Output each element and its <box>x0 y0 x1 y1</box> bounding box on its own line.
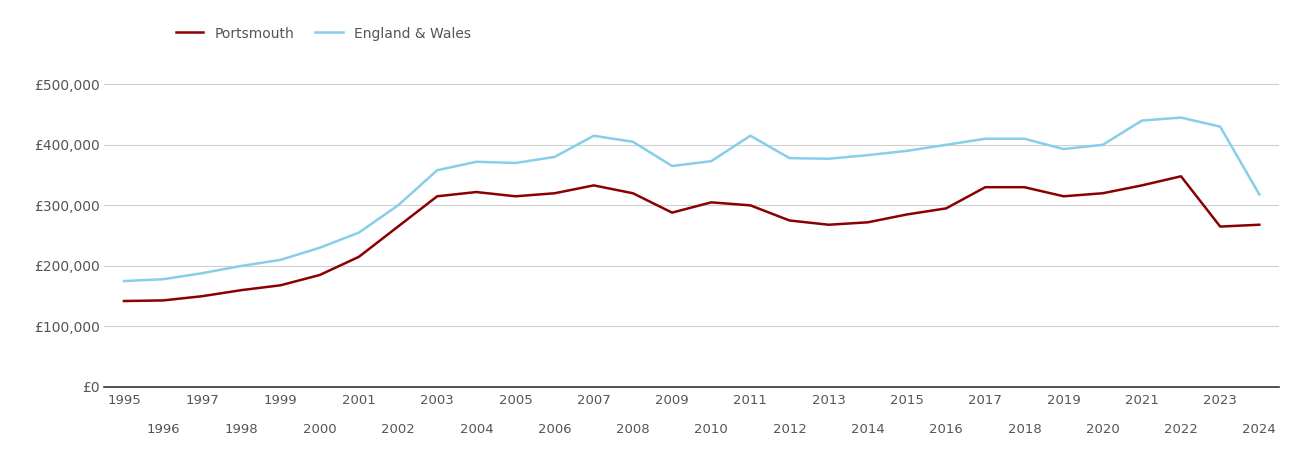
Portsmouth <box>155 298 171 303</box>
Portsmouth <box>1095 190 1111 196</box>
England & Wales <box>1056 146 1071 152</box>
Portsmouth <box>664 210 680 216</box>
England & Wales <box>938 142 954 148</box>
Text: 2020: 2020 <box>1086 423 1120 436</box>
Portsmouth <box>1173 174 1189 179</box>
Portsmouth <box>547 190 562 196</box>
Portsmouth <box>194 293 210 299</box>
Portsmouth <box>273 283 288 288</box>
Portsmouth <box>312 272 328 278</box>
Portsmouth <box>586 183 602 188</box>
Line: England & Wales: England & Wales <box>124 117 1259 281</box>
Portsmouth <box>1212 224 1228 229</box>
England & Wales <box>429 167 445 173</box>
Legend: Portsmouth, England & Wales: Portsmouth, England & Wales <box>170 21 476 46</box>
Portsmouth <box>1251 222 1267 227</box>
England & Wales <box>468 159 484 164</box>
England & Wales <box>547 154 562 160</box>
England & Wales <box>625 139 641 144</box>
England & Wales <box>977 136 993 141</box>
England & Wales <box>351 230 367 235</box>
England & Wales <box>508 160 523 166</box>
Text: 1998: 1998 <box>224 423 258 436</box>
Portsmouth <box>821 222 837 227</box>
Portsmouth <box>977 184 993 190</box>
Portsmouth <box>703 200 719 205</box>
Portsmouth <box>625 190 641 196</box>
Text: 2016: 2016 <box>929 423 963 436</box>
England & Wales <box>586 133 602 139</box>
England & Wales <box>312 245 328 251</box>
Text: 2022: 2022 <box>1164 423 1198 436</box>
Portsmouth <box>782 218 797 223</box>
England & Wales <box>1017 136 1032 141</box>
England & Wales <box>273 257 288 262</box>
England & Wales <box>390 202 406 208</box>
Portsmouth <box>351 254 367 260</box>
England & Wales <box>155 277 171 282</box>
Text: 2010: 2010 <box>694 423 728 436</box>
England & Wales <box>821 156 837 162</box>
England & Wales <box>860 153 876 158</box>
Text: 2018: 2018 <box>1007 423 1041 436</box>
England & Wales <box>664 163 680 169</box>
England & Wales <box>1095 142 1111 148</box>
England & Wales <box>1134 118 1150 123</box>
England & Wales <box>116 279 132 284</box>
England & Wales <box>1251 192 1267 197</box>
Portsmouth <box>899 212 915 217</box>
England & Wales <box>743 133 758 139</box>
Text: 2008: 2008 <box>616 423 650 436</box>
Portsmouth <box>938 206 954 211</box>
Portsmouth <box>234 288 249 293</box>
Portsmouth <box>1134 183 1150 188</box>
Portsmouth <box>1017 184 1032 190</box>
Line: Portsmouth: Portsmouth <box>124 176 1259 301</box>
England & Wales <box>234 263 249 269</box>
England & Wales <box>1212 124 1228 129</box>
England & Wales <box>703 158 719 164</box>
Portsmouth <box>429 194 445 199</box>
England & Wales <box>194 270 210 276</box>
Text: 2014: 2014 <box>851 423 885 436</box>
Text: 2004: 2004 <box>459 423 493 436</box>
England & Wales <box>899 148 915 153</box>
Text: 2024: 2024 <box>1242 423 1276 436</box>
Portsmouth <box>860 220 876 225</box>
Text: 2006: 2006 <box>538 423 572 436</box>
England & Wales <box>1173 115 1189 120</box>
Portsmouth <box>1056 194 1071 199</box>
Portsmouth <box>116 298 132 304</box>
Portsmouth <box>390 224 406 229</box>
Text: 1996: 1996 <box>146 423 180 436</box>
Portsmouth <box>468 189 484 195</box>
Text: 2012: 2012 <box>773 423 806 436</box>
England & Wales <box>782 155 797 161</box>
Text: 2002: 2002 <box>381 423 415 436</box>
Portsmouth <box>743 202 758 208</box>
Text: 2000: 2000 <box>303 423 337 436</box>
Portsmouth <box>508 194 523 199</box>
